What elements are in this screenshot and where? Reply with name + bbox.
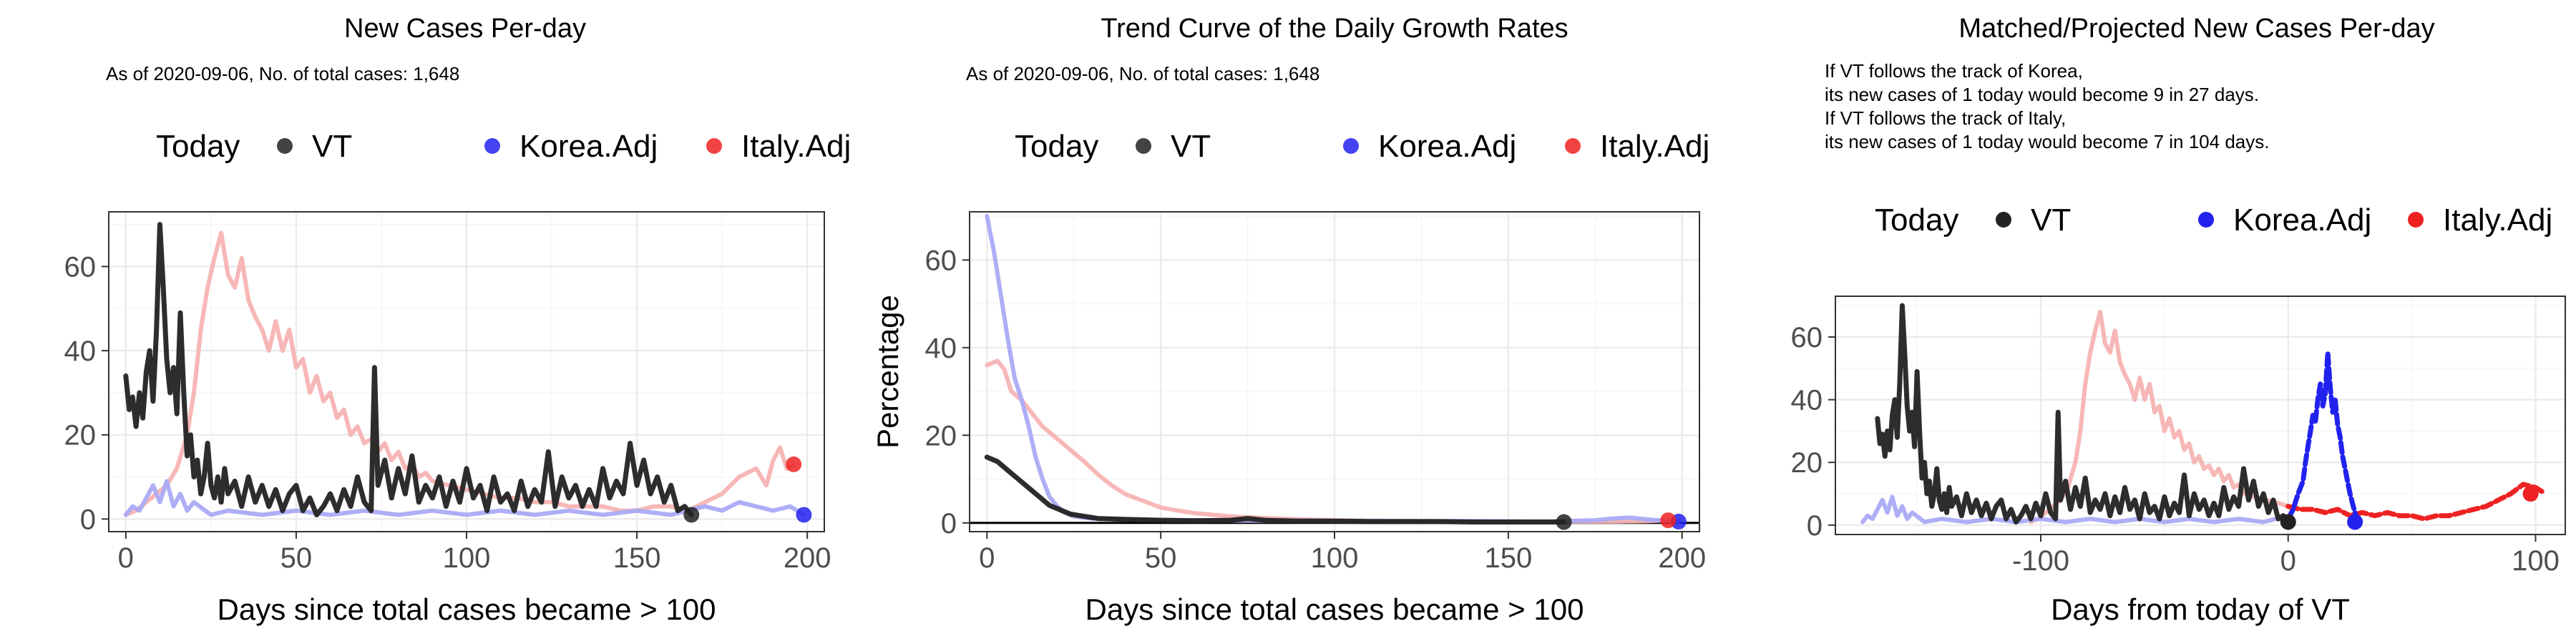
chart-subtitle: As of 2020-09-06, No. of total cases: 1,… [966,63,1319,84]
today-marker-korea-adj [2347,514,2363,530]
series-line-korea-adj-projected [2285,350,2361,525]
y-tick-label: 0 [1807,510,1823,542]
y-tick-label: 40 [1791,385,1823,416]
y-tick-label: 40 [64,336,97,367]
today-marker-italy-adj [2522,486,2539,502]
legend-title: Today [156,129,240,164]
series-lines [123,222,806,517]
x-axis-title: Days from today of VT [2051,592,2350,626]
x-tick-label: 100 [443,542,491,574]
grid [970,212,1699,532]
y-tick-label: 20 [1791,447,1823,479]
panel-border [1835,296,2566,535]
y-tick-label: 60 [64,251,97,283]
legend-label-italy-adj: Italy.Adj [741,129,851,164]
legend-key-korea-adj [1343,138,1359,154]
today-marker-italy-adj [786,456,802,472]
legend-label-vt: VT [1171,129,1211,164]
chart-subtitle: its new cases of 1 today would become 7 … [1825,131,2269,152]
x-tick-label: 50 [1145,542,1177,574]
legend: Today VT Korea.Adj Italy.Adj [1015,129,1709,164]
legend-label-italy-adj: Italy.Adj [1600,129,1709,164]
chart-subtitle: As of 2020-09-06, No. of total cases: 1,… [106,63,459,84]
y-tick-label: 40 [925,333,957,364]
x-tick-label: 150 [1484,542,1532,574]
grid [1835,296,2565,535]
legend-key-italy-adj [2408,212,2424,228]
series-line-vt [1875,303,2291,525]
x-tick-label: 0 [2280,545,2296,577]
x-tick-label: 200 [1658,542,1706,574]
y-axis-title: Percentage [871,295,904,449]
legend-key-vt [1136,138,1151,154]
chart-subtitle: its new cases of 1 today would become 9 … [1825,84,2259,105]
series-line-italy-adj [2029,309,2290,525]
y-tick-label: 0 [941,508,957,540]
legend-label-korea-adj: Korea.Adj [519,129,658,164]
legend-key-vt [277,138,293,154]
y-tick-label: 20 [64,420,97,452]
x-axis-title: Days since total cases became > 100 [1085,592,1584,626]
today-marker-vt [2280,514,2296,530]
legend-label-vt: VT [312,129,352,164]
series-line-italy-adj [985,358,1671,524]
today-marker-vt [1556,514,1572,530]
chart-subtitle: If VT follows the track of Italy, [1825,107,2066,129]
legend-title: Today [1015,129,1098,164]
series-line-vt [984,454,1567,525]
series-line-vt [123,222,694,517]
chart-title: Trend Curve of the Daily Growth Rates [1101,14,1568,44]
series-line-korea-adj [123,479,806,517]
today-marker-vt [683,507,700,523]
chart-new-cases-per-day: New Cases Per-day As of 2020-09-06, No. o… [64,14,852,626]
legend-label-vt: VT [2031,203,2071,238]
y-tick-label: 20 [925,420,957,452]
x-tick-label: 0 [118,542,134,574]
legend-key-korea-adj [2198,212,2214,228]
legend-label-korea-adj: Korea.Adj [1378,129,1516,164]
legend-key-italy-adj [1565,138,1581,154]
chart-title: Matched/Projected New Cases Per-day [1958,14,2434,44]
y-tick-label: 60 [1791,322,1823,353]
y-tick-label: 0 [80,504,96,535]
y-tick-label: 60 [925,245,957,276]
legend: Today VT Korea.Adj Italy.Adj [156,129,851,164]
x-tick-label: -100 [2012,545,2069,577]
x-tick-label: 0 [979,542,995,574]
x-tick-label: 100 [2512,545,2560,577]
x-tick-label: 150 [613,542,661,574]
legend-title: Today [1875,203,1958,238]
x-tick-label: 100 [1311,542,1359,574]
legend-label-italy-adj: Italy.Adj [2443,203,2552,238]
x-tick-label: 50 [280,542,313,574]
legend-key-korea-adj [484,138,500,154]
series-line-korea-adj [985,214,1681,524]
today-marker-korea-adj [796,507,812,523]
grid [109,212,824,532]
today-marker-italy-adj [1660,512,1677,529]
legend: Today VT Korea.Adj Italy.Adj [1875,203,2552,238]
series-line-italy-adj-projected [2285,482,2548,522]
chart-matched-projected: Matched/Projected New Cases Per-day If VT… [1791,14,2566,626]
series-lines [984,214,1681,525]
chart-daily-growth-rates: Trend Curve of the Daily Growth Rates As … [871,14,1709,626]
chart-subtitle: If VT follows the track of Korea, [1825,60,2083,82]
legend-key-italy-adj [706,138,722,154]
chart-title: New Cases Per-day [344,14,586,44]
series-lines [1860,303,2548,525]
x-tick-label: 200 [784,542,831,574]
legend-label-korea-adj: Korea.Adj [2233,203,2371,238]
series-line-korea-adj [1860,494,2290,525]
legend-key-vt [1996,212,2011,228]
x-axis-title: Days since total cases became > 100 [218,592,716,626]
